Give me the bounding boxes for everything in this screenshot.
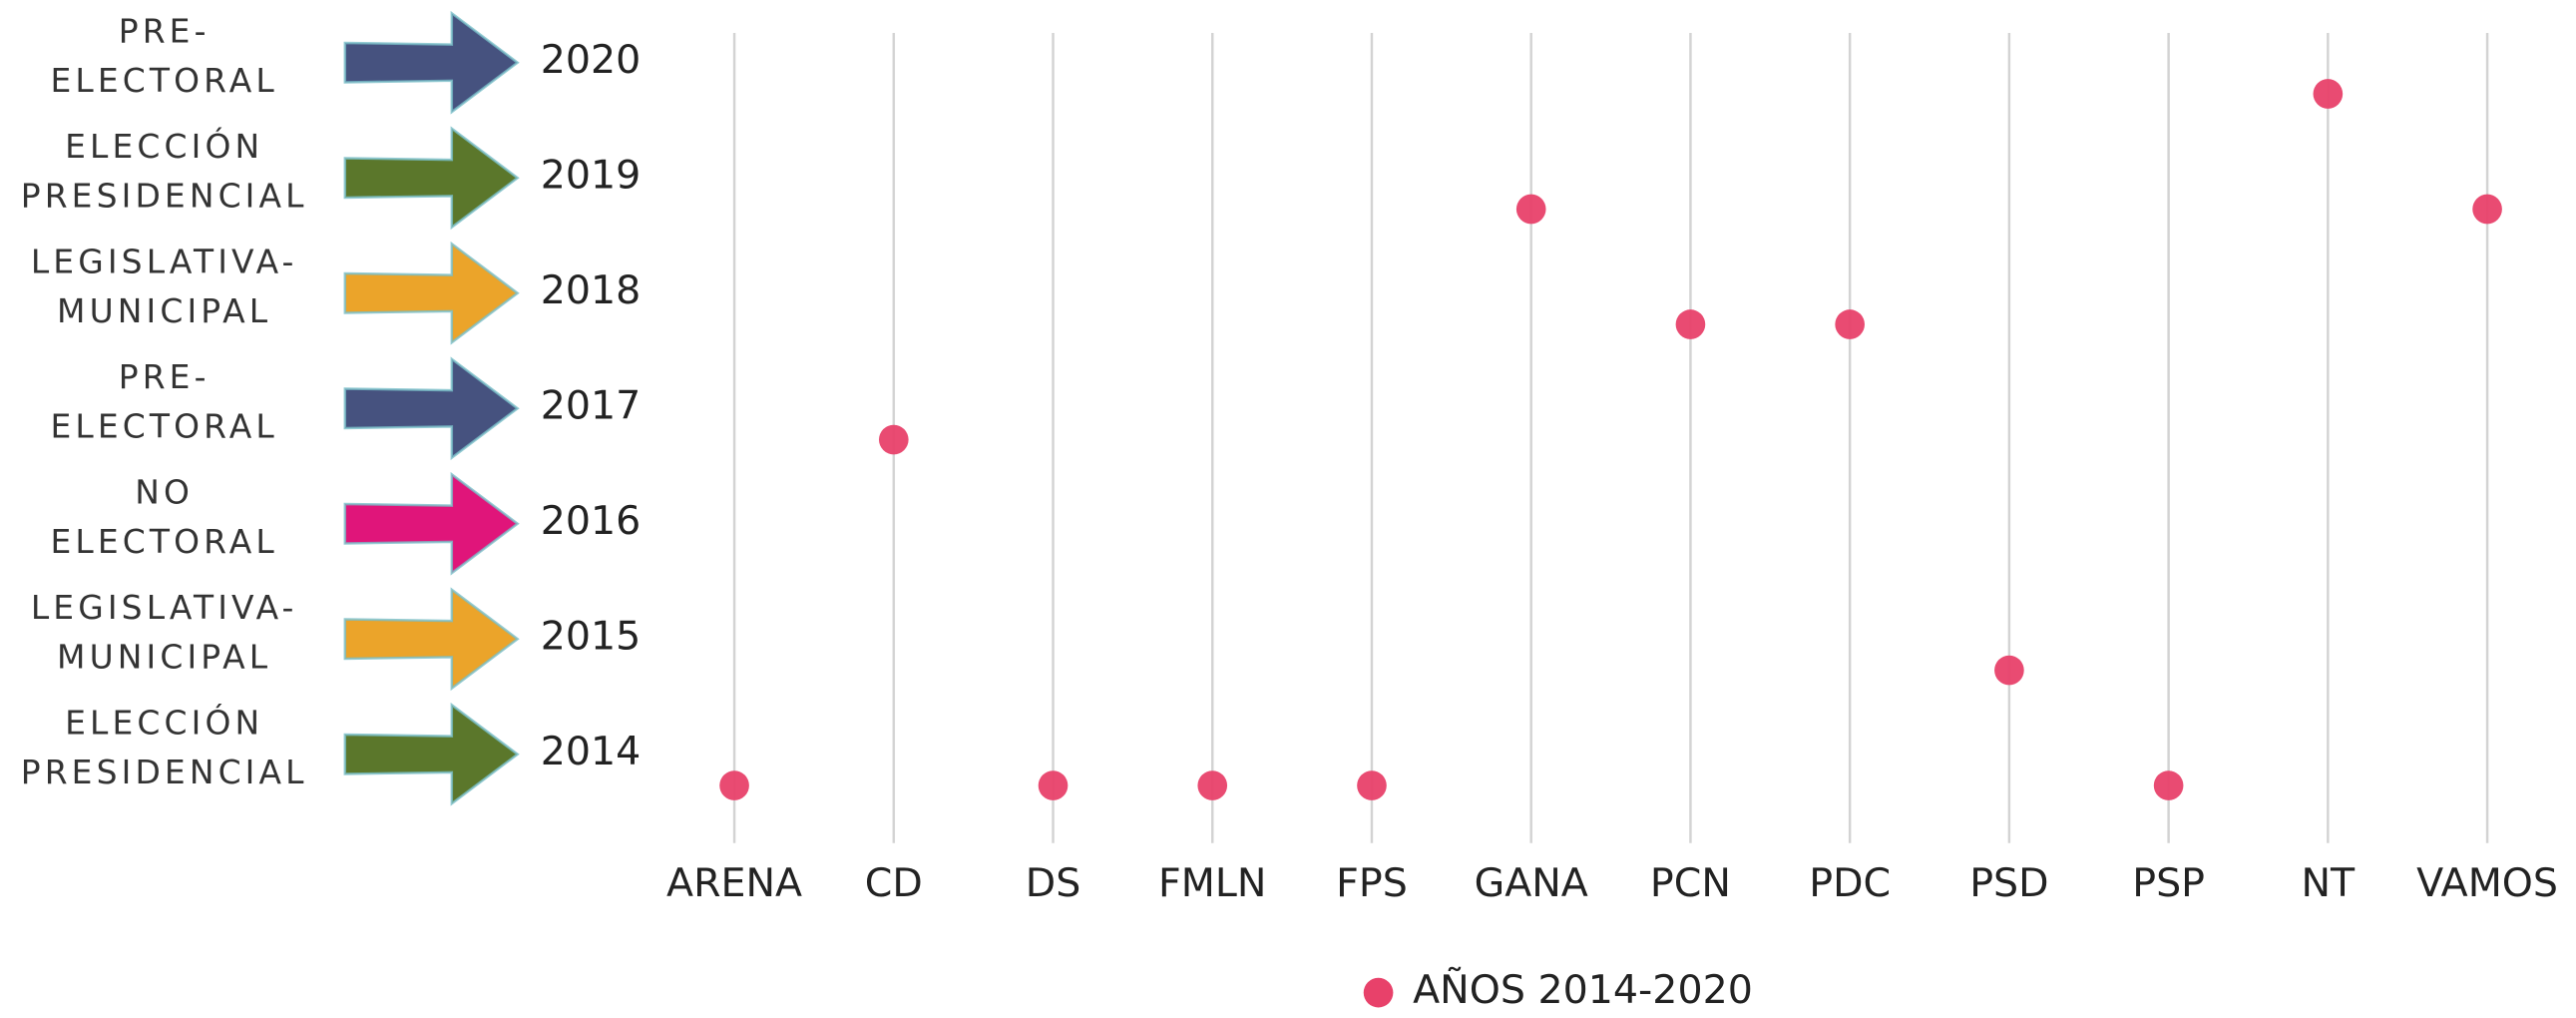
row-label: ELECCIÓN <box>65 703 263 743</box>
dot <box>2153 770 2184 800</box>
dot <box>878 424 909 455</box>
dot <box>1357 770 1387 800</box>
row-label: ELECTORAL <box>50 406 277 445</box>
y-tick-label: 2019 <box>541 153 642 199</box>
x-tick-label: CD <box>865 860 923 906</box>
dot <box>1515 194 1546 225</box>
dot <box>1994 655 2024 686</box>
row-label: LEGISLATIVA- <box>31 243 298 281</box>
x-tick-label: GANA <box>1475 860 1588 906</box>
dot <box>1197 770 1228 800</box>
y-tick-label: 2016 <box>541 498 642 544</box>
dot <box>1835 309 1865 339</box>
arrow <box>343 356 520 461</box>
dot <box>719 770 749 800</box>
row-label: ELECTORAL <box>50 61 277 100</box>
x-tick-label: PDC <box>1809 860 1891 906</box>
x-tick-label: DS <box>1026 860 1081 906</box>
y-tick-label: 2020 <box>541 37 642 83</box>
x-tick-label: NT <box>2301 860 2356 906</box>
row-label: PRESIDENCIAL <box>21 753 308 791</box>
row-label: PRESIDENCIAL <box>21 176 308 215</box>
arrow <box>343 702 520 806</box>
row-label: LEGISLATIVA- <box>31 588 298 627</box>
dot <box>2313 79 2344 109</box>
x-tick-label: FMLN <box>1158 860 1266 906</box>
x-tick-label: ARENA <box>666 860 802 906</box>
row-label: ELECTORAL <box>50 522 277 561</box>
dot <box>1038 770 1069 800</box>
row-label: MUNICIPAL <box>57 291 271 330</box>
y-tick-label: 2015 <box>541 614 642 660</box>
row-label: MUNICIPAL <box>57 637 271 676</box>
legend-label: AÑOS 2014-2020 <box>1413 966 1753 1013</box>
arrow <box>343 126 520 231</box>
arrow <box>343 471 520 576</box>
arrow <box>343 587 520 692</box>
arrow <box>343 10 520 115</box>
x-tick-label: VAMOS <box>2416 860 2558 906</box>
y-tick-label: 2017 <box>541 383 642 429</box>
row-label: PRE- <box>119 12 211 51</box>
x-tick-label: PSP <box>2132 860 2205 906</box>
dot <box>2472 194 2502 225</box>
dot <box>1675 309 1706 339</box>
y-tick-label: 2014 <box>541 729 642 774</box>
x-tick-label: PSD <box>1969 860 2048 906</box>
arrow <box>343 241 520 345</box>
legend-marker <box>1363 977 1394 1008</box>
x-tick-label: FPS <box>1336 860 1408 906</box>
x-tick-label: PCN <box>1650 860 1731 906</box>
row-label: ELECCIÓN <box>65 126 263 166</box>
row-label: NO <box>135 473 194 512</box>
row-label: PRE- <box>119 357 211 396</box>
y-tick-label: 2018 <box>541 267 642 313</box>
